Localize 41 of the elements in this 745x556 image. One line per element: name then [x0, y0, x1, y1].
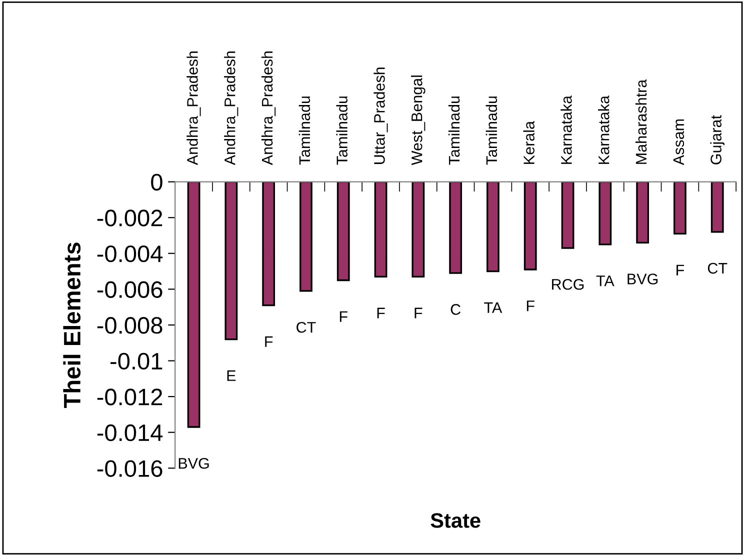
y-tick-label: -0.01	[110, 352, 162, 370]
data-label: TA	[484, 302, 502, 313]
y-tick-label: -0.012	[97, 388, 162, 406]
y-tick-label: 0	[151, 174, 162, 191]
x-tick-label: West_Bengal	[411, 76, 426, 166]
data-label: TA	[596, 276, 614, 286]
x-tick-label: Andhra_Pradesh	[261, 51, 276, 166]
data-label: F	[526, 300, 534, 312]
x-tick-label: Andhra_Pradesh	[186, 51, 201, 166]
data-label: F	[265, 336, 273, 347]
data-label: F	[414, 308, 422, 318]
x-axis-title: State	[430, 513, 480, 528]
x-tick-label: Uttar_Pradesh	[374, 68, 388, 164]
x-tick-label: Andhra_Pradesh	[224, 51, 238, 166]
x-tick-label: Maharashtra	[635, 79, 647, 164]
x-tick-label: Gujarat	[710, 115, 724, 164]
data-label: CT	[708, 262, 728, 274]
x-tick-label: Tamilnadu	[486, 96, 498, 165]
x-tick-label: Kerala	[523, 120, 534, 164]
data-label: CT	[296, 322, 316, 333]
y-tick-label: -0.004	[97, 245, 163, 262]
y-tick-label: -0.016	[97, 460, 162, 477]
data-label: C	[450, 304, 460, 315]
y-tick-label: -0.002	[97, 210, 162, 226]
x-tick-label: Karnataka	[598, 96, 610, 164]
data-label: E	[227, 370, 236, 381]
data-label: F	[676, 264, 684, 276]
data-label: F	[377, 308, 385, 318]
x-tick-label: Tamilnadu	[336, 96, 348, 165]
data-label: BVG	[178, 458, 209, 469]
data-label: BVG	[628, 274, 658, 284]
y-tick-label: -0.008	[97, 317, 162, 334]
y-axis-title: Theil Elements	[63, 242, 81, 408]
x-tick-label: Tamilnadu	[298, 96, 310, 165]
y-tick-label: -0.014	[97, 424, 163, 442]
x-tick-label: Karnataka	[560, 96, 572, 164]
x-tick-label: Assam	[673, 119, 684, 166]
data-label: F	[340, 311, 348, 322]
y-tick-label: -0.006	[97, 281, 162, 298]
data-label: RCG	[552, 278, 584, 290]
x-tick-label: Tamilnadu	[448, 96, 460, 165]
